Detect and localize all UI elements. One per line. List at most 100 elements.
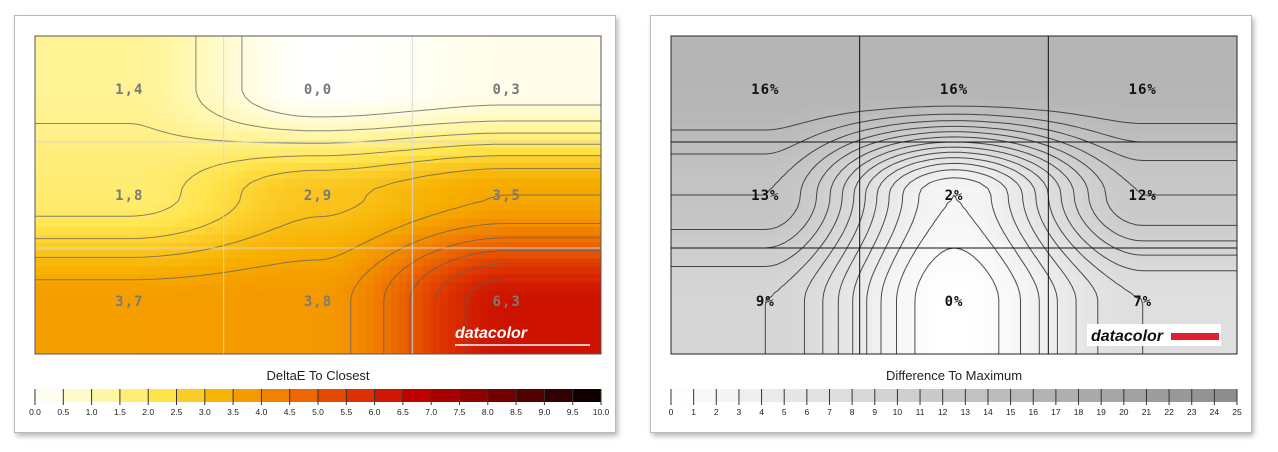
contour-line: [803, 146, 1237, 354]
cell-label: 1,8: [115, 188, 143, 204]
colorbar-swatch: [318, 389, 347, 402]
colorbar-swatch: [148, 389, 177, 402]
contour-line: [35, 143, 601, 217]
contour-line: [822, 151, 1144, 354]
cell-label: 16%: [1129, 82, 1157, 98]
contour-line: [914, 247, 1000, 354]
grid-lines: [671, 36, 1237, 354]
colorbar-swatch: [1191, 389, 1215, 402]
cell-label: 12%: [1129, 188, 1157, 204]
colorbar: 0 1 2 3 4 5 6 7 8 9 10 11 12 13 14 15 16 17 18 19 20 21 22 23 24…: [669, 389, 1242, 417]
colorbar-swatch: [204, 389, 234, 402]
colorbar-tick-label: 3: [737, 407, 742, 417]
cell-label: 0%: [945, 294, 964, 310]
contour-line: [35, 194, 601, 281]
contour-line: [671, 120, 1237, 196]
colorbar-swatch: [897, 389, 921, 402]
contour-line: [350, 223, 601, 354]
colorbar-tick-label: 2: [714, 407, 719, 417]
colorbar-swatch: [431, 389, 460, 402]
colorbar-tick-label: 22: [1164, 407, 1174, 417]
contour-line: [195, 36, 601, 132]
colorbar-tick-label: 4.5: [284, 407, 296, 417]
colorbar-tick-label: 16: [1029, 407, 1039, 417]
contour-line: [764, 141, 1237, 354]
colorbar-tick-label: 6.0: [369, 407, 381, 417]
grid-lines: [35, 36, 601, 354]
cell-label: 7%: [1133, 294, 1152, 310]
cell-label: 16%: [751, 82, 779, 98]
colorbar-swatch: [987, 389, 1011, 402]
cell-label: 1,4: [115, 82, 143, 98]
colorbar-swatch: [693, 389, 717, 402]
colorbar-tick-label: 23: [1187, 407, 1197, 417]
contour-line: [35, 168, 601, 258]
contour-line: [671, 105, 1237, 131]
colorbar-swatch: [176, 389, 205, 402]
colorbar-swatch: [716, 389, 739, 402]
colorbar-swatch: [829, 389, 853, 402]
cell-label: 3,5: [493, 188, 521, 204]
colorbar-swatch: [402, 389, 432, 402]
colorbar-swatch: [965, 389, 988, 402]
colorbar-swatch: [671, 389, 694, 402]
colorbar-tick-label: 5.0: [312, 407, 324, 417]
colorbar-swatch: [261, 389, 290, 402]
colorbar-swatch: [1078, 389, 1102, 402]
colorbar-tick-label: 5.5: [340, 407, 352, 417]
contour-line: [837, 157, 1099, 354]
colorbar-tick-label: 4: [759, 407, 764, 417]
colorbar-tick-label: 6: [804, 407, 809, 417]
colorbar-tick-label: 7: [827, 407, 832, 417]
colorbar-tick-label: 12: [938, 407, 948, 417]
colorbar-tick-label: 9: [872, 407, 877, 417]
colorbar-swatch: [1101, 389, 1124, 402]
colorbar-swatch: [572, 389, 601, 402]
cell-label: 2%: [945, 188, 964, 204]
colorbar-tick-label: 6.5: [397, 407, 409, 417]
colorbar-tick-label: 4.0: [255, 407, 267, 417]
colorbar-swatch: [1169, 389, 1192, 402]
cell-label: 6,3: [493, 294, 521, 310]
colorbar-tick-label: 7.0: [425, 407, 437, 417]
contour-line: [671, 136, 1237, 267]
colorbar-swatch: [738, 389, 762, 402]
colorbar-swatch: [63, 389, 92, 402]
plot-area: 16% 16% 16% 13% 2% 12% 9% 0% 7% datacolor: [670, 35, 1238, 355]
colorbar-tick-label: 9.0: [538, 407, 550, 417]
colorbar-tick-label: 8.5: [510, 407, 522, 417]
colorbar-tick-label: 14: [983, 407, 993, 417]
cell-label: 3,7: [115, 294, 143, 310]
colorbar-swatch: [35, 389, 64, 402]
colorbar-tick-label: 10.0: [593, 407, 610, 417]
cell-label: 2,9: [304, 188, 332, 204]
colorbar-swatch: [1214, 389, 1237, 402]
colorbar-tick-label: 20: [1119, 407, 1129, 417]
cell-label: 0,3: [493, 82, 521, 98]
heat-field: [671, 36, 1238, 355]
colorbar-tick-label: 0.5: [57, 407, 69, 417]
colorbar-tick-label: 19: [1096, 407, 1106, 417]
contour-line: [35, 155, 601, 240]
colorbar-tick-label: 17: [1051, 407, 1061, 417]
colorbar-tick-label: 1.5: [114, 407, 126, 417]
plot-frame: [34, 35, 602, 355]
plot-frame: [670, 35, 1238, 355]
colorbar-swatch: [761, 389, 785, 402]
colorbar-tick-label: 0.0: [29, 407, 41, 417]
colorbar-tick-label: 15: [1006, 407, 1016, 417]
colorbar-swatch: [920, 389, 943, 402]
colorbar-tick-label: 13: [961, 407, 971, 417]
datacolor-logo: datacolor: [455, 325, 590, 346]
colorbar-swatch: [1146, 389, 1170, 402]
colorbar-swatch: [942, 389, 966, 402]
colorbar-swatch: [1033, 389, 1056, 402]
cell-label: 3,8: [304, 294, 332, 310]
difference-heatmap-chart: 16% 16% 16% 13% 2% 12% 9% 0% 7% datacolor Differen…: [669, 35, 1242, 417]
heat-field: [35, 36, 602, 355]
colorbar-swatch: [119, 389, 149, 402]
colorbar-tick-label: 3.5: [227, 407, 239, 417]
deltae-chart-panel: 1,4 0,0 0,3 1,8 2,9 3,5 3,7 3,8 6,3 datacolor Delt…: [14, 15, 616, 433]
colorbar-tick-label: 8: [850, 407, 855, 417]
colorbar-swatch: [233, 389, 262, 402]
